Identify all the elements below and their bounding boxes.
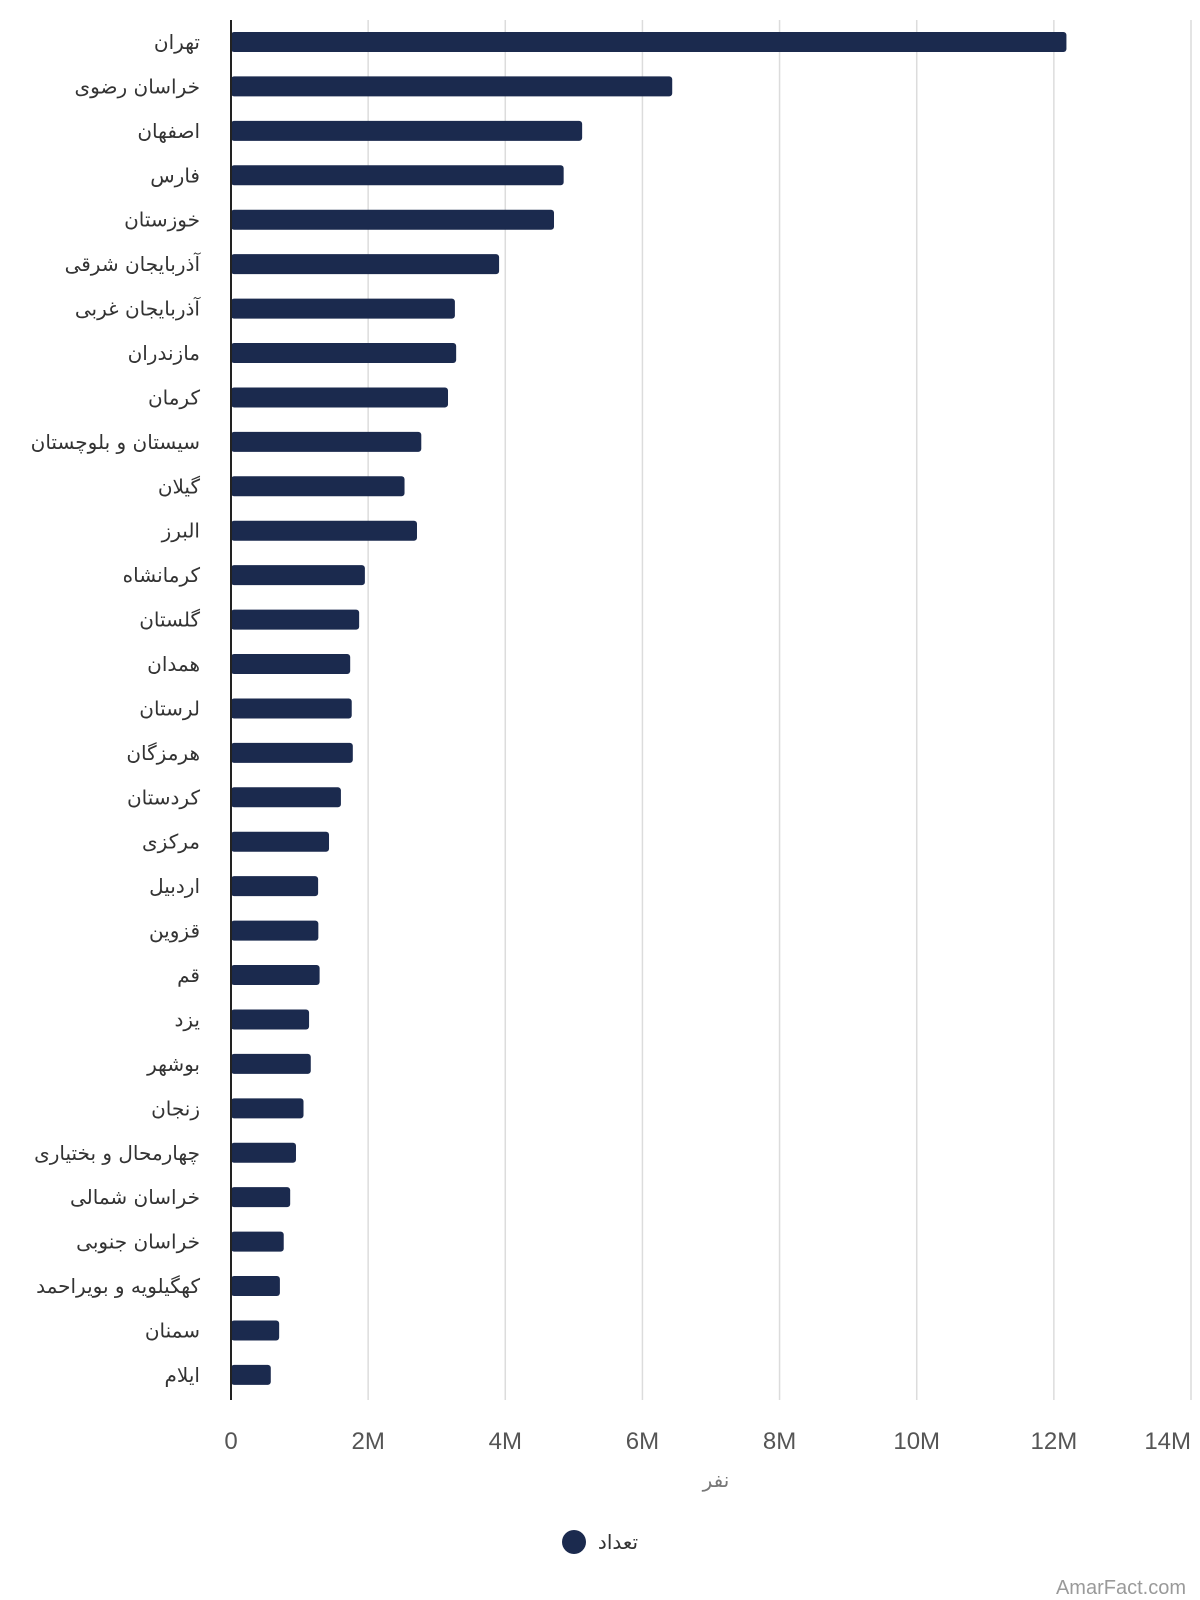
category-label: کهگیلویه و بویراحمد [36,1274,200,1298]
category-label: سیستان و بلوچستان [31,430,200,454]
bar [231,120,583,141]
category-label: سمنان [145,1318,200,1342]
category-label: قزوین [149,919,200,943]
bar [231,1009,310,1030]
bar [231,1231,284,1252]
x-tick-label: 10M [893,1428,940,1455]
bar [231,1364,271,1385]
category-label: اصفهان [137,119,200,143]
category-label: چهارمحال و بختیاری [34,1141,200,1165]
category-label: خراسان رضوی [75,74,200,98]
category-label: زنجان [151,1096,200,1120]
bar [231,431,422,452]
category-label: گلستان [139,608,200,632]
category-label: کرمانشاه [123,563,201,587]
bar [231,343,457,364]
category-label: کردستان [127,785,201,809]
category-label: همدان [147,652,200,676]
x-tick-label: 12M [1031,1428,1078,1455]
bar [231,520,417,541]
category-label: کرمان [148,385,201,409]
x-tick-label: 6M [626,1428,659,1455]
bar [231,476,405,497]
category-label: هرمزگان [126,741,200,765]
category-label: قم [177,963,200,987]
category-label: خراسان جنوبی [76,1230,200,1254]
bar [231,32,1067,52]
bar [231,742,353,763]
category-label: گیلان [158,474,201,498]
bar [231,876,319,897]
category-label: فارس [150,163,200,187]
legend-label: تعداد [597,1530,639,1554]
bar [231,1187,291,1208]
category-label: آذربایجان غربی [75,296,202,321]
x-axis-title: نفر [702,1468,730,1492]
category-label: البرز [161,519,200,543]
x-tick-label: 4M [489,1428,522,1455]
bar [231,1098,304,1119]
bar [231,654,351,675]
bar [231,387,449,408]
bar [231,209,555,230]
category-label: بوشهر [146,1052,200,1076]
legend-marker [561,1530,586,1554]
bar [231,1276,280,1297]
x-tick-label: 2M [351,1428,384,1455]
bar [231,565,365,586]
category-label: یزد [174,1007,200,1031]
category-label: خوزستان [124,208,200,232]
category-label: مازندران [128,341,200,365]
bar [231,1320,280,1341]
bar [231,831,330,852]
category-label: آذربایجان شرقی [65,251,202,276]
chart-legend[interactable]: تعداد [0,1530,1200,1554]
category-label: مرکزی [142,830,200,854]
bar [231,298,455,319]
x-tick-label: 8M [763,1428,796,1455]
category-label: لرستان [139,696,200,720]
bar [231,920,319,941]
bar [231,1142,296,1163]
bar [231,965,320,986]
category-label: ایلام [165,1363,200,1387]
watermark: AmarFact.com [1055,1577,1186,1599]
category-label: تهران [154,30,200,54]
bar [231,1053,311,1074]
bar [231,609,360,630]
x-tick-label: 14M [1144,1428,1191,1455]
bar [231,165,564,186]
x-tick-label: 0 [224,1428,237,1455]
category-label: خراسان شمالی [70,1185,200,1209]
bar [231,254,500,275]
category-label: اردبیل [149,874,200,898]
bar [231,76,673,97]
bar [231,698,352,719]
bar [231,787,341,808]
